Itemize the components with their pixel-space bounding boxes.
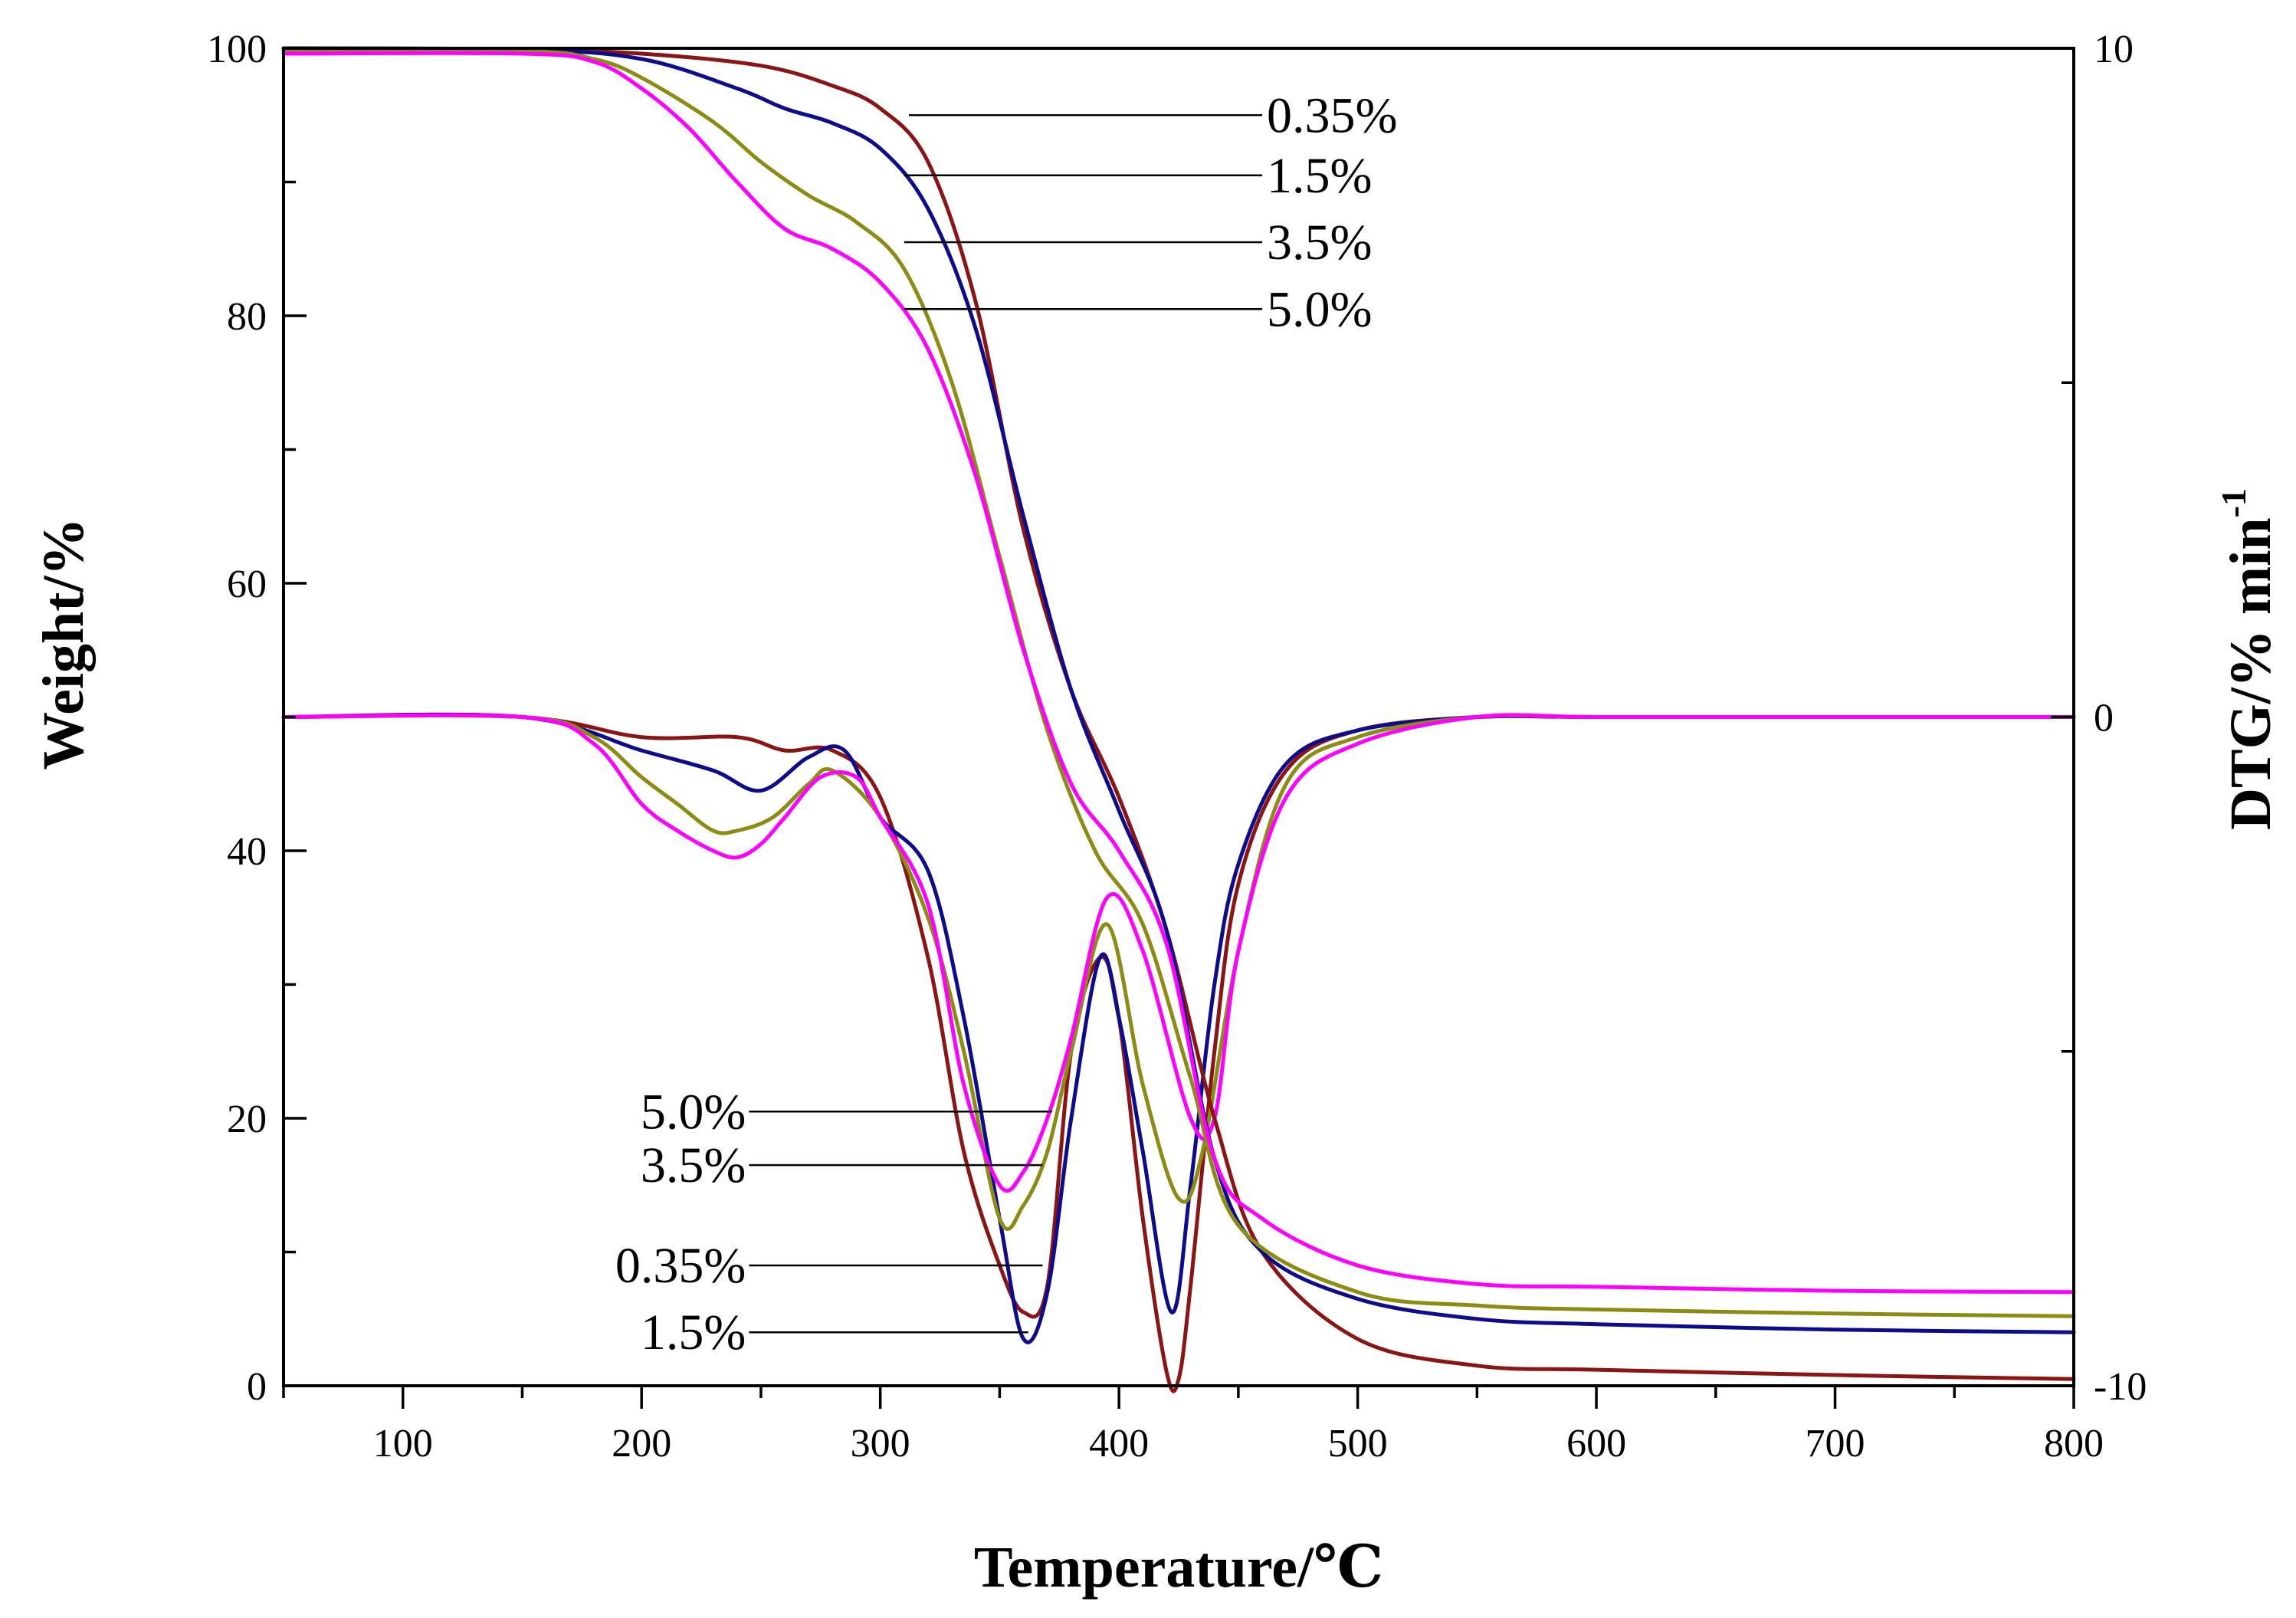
x-tick-label-700: 700: [1806, 1422, 1865, 1465]
tg-label-1p5pct: 1.5%: [1267, 148, 1372, 204]
y-left-tick-label-0: 0: [247, 1365, 267, 1409]
dtg-label-0p35pct: 0.35%: [615, 1238, 746, 1294]
x-tick-label-200: 200: [612, 1422, 671, 1465]
y-left-tick-label-60: 60: [227, 563, 267, 606]
y-axis-title-right: DTG/% min-1: [2214, 488, 2283, 830]
y-axis-title-left: Weight/%: [31, 517, 96, 770]
tg-label-0p35pct: 0.35%: [1267, 87, 1397, 143]
tg-series-3p5pct: [281, 48, 2076, 1318]
y-axis-title-right-base: DTG/% min: [2219, 517, 2283, 830]
ticks-layer: 100 200 300 400 500 600 700 800020406080100-100…: [207, 28, 2147, 1465]
dtg-label-1p5pct: 1.5%: [641, 1305, 746, 1360]
x-tick-label-100: 100: [373, 1422, 433, 1465]
dtg-series-5p0pct: [281, 713, 2076, 1193]
x-tick-label-500: 500: [1328, 1422, 1388, 1465]
x-tick-label-300: 300: [851, 1422, 910, 1465]
y-axis-title-right-sup: -1: [2214, 488, 2253, 517]
dtg-series-1p5pct: [281, 712, 2076, 1344]
tg-series-5p0pct: [281, 51, 2076, 1295]
tg-series-0p35pct: [281, 46, 2076, 1381]
y-left-tick-label-100: 100: [207, 28, 267, 71]
x-axis-title: Temperature/℃: [974, 1535, 1383, 1600]
tg-series-1p5pct: [281, 46, 2076, 1334]
y-right-tick-label-10: 10: [2094, 28, 2134, 71]
y-right-tick-label-0: 0: [2094, 697, 2114, 740]
y-left-tick-label-40: 40: [227, 830, 267, 874]
tg-label-5p0pct: 5.0%: [1267, 281, 1372, 337]
dtg-label-5p0pct: 5.0%: [641, 1084, 746, 1140]
annotations-layer: 0.35%1.5%3.5%5.0%5.0%3.5%0.35%1.5%: [615, 87, 1398, 1360]
x-tick-label-400: 400: [1089, 1422, 1149, 1465]
y-left-tick-label-20: 20: [227, 1098, 267, 1141]
y-left-tick-label-80: 80: [227, 295, 267, 339]
series-layer: [281, 46, 2076, 1393]
dtg-label-3p5pct: 3.5%: [641, 1137, 746, 1193]
x-tick-label-800: 800: [2044, 1422, 2104, 1465]
x-tick-label-600: 600: [1566, 1422, 1626, 1465]
tg-label-3p5pct: 3.5%: [1267, 215, 1372, 271]
dtg-series-3p5pct: [281, 714, 2076, 1232]
y-right-tick-label--10: -10: [2094, 1365, 2147, 1409]
